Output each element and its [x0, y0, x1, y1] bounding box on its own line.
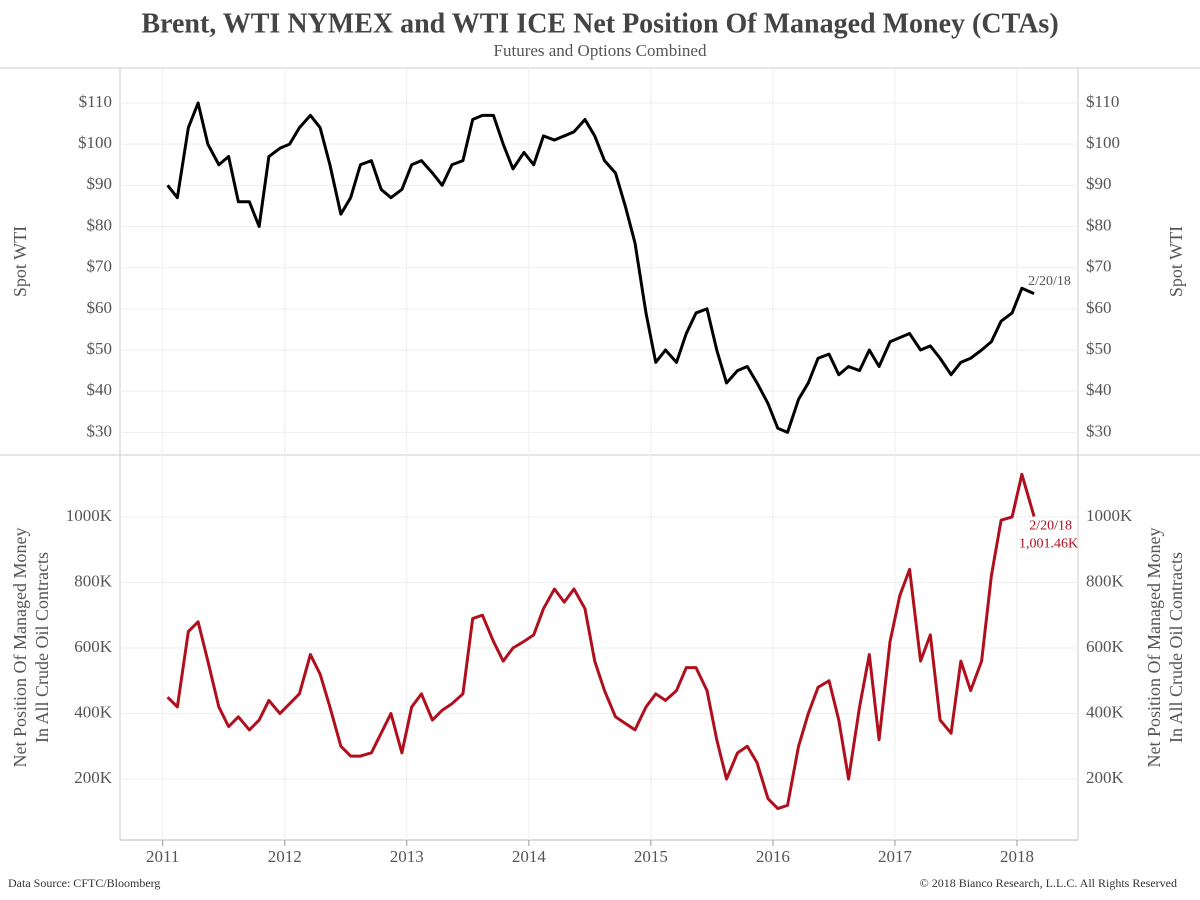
y2-tick-label: $40: [1086, 380, 1112, 399]
y-tick-label: $80: [87, 215, 113, 234]
y-tick-label: $50: [87, 339, 113, 358]
y-tick-label: 600K: [74, 637, 113, 656]
y2-tick-label: $30: [1086, 421, 1112, 440]
y2-tick-label: $50: [1086, 339, 1112, 358]
y-tick-label: 200K: [74, 768, 113, 787]
chart-title: Brent, WTI NYMEX and WTI ICE Net Positio…: [141, 8, 1058, 39]
x-tick-label: 2013: [390, 847, 424, 866]
x-tick-label: 2018: [1000, 847, 1034, 866]
y-tick-label: $90: [87, 174, 113, 193]
y-tick-label: 1000K: [66, 506, 113, 525]
footer-source: Data Source: CFTC/Bloomberg: [8, 876, 160, 890]
data-line: [166, 472, 1036, 811]
y2-axis-label: In All Crude Oil Contracts: [1166, 552, 1186, 743]
y2-tick-label: $80: [1086, 215, 1112, 234]
annotation: 2/20/18: [1028, 274, 1071, 289]
y2-tick-label: 1000K: [1086, 506, 1133, 525]
y2-tick-label: $100: [1086, 133, 1120, 152]
y-tick-label: $30: [87, 421, 113, 440]
x-tick-label: 2011: [146, 847, 179, 866]
y2-tick-label: 600K: [1086, 637, 1125, 656]
chart-subtitle: Futures and Options Combined: [494, 41, 707, 60]
footer-copyright: © 2018 Bianco Research, L.L.C. All Right…: [920, 876, 1177, 890]
y-tick-label: $60: [87, 298, 113, 317]
y2-tick-label: 400K: [1086, 702, 1125, 721]
x-tick-label: 2012: [268, 847, 302, 866]
y-tick-label: $110: [79, 92, 112, 111]
y-tick-label: 400K: [74, 702, 113, 721]
y2-tick-label: $60: [1086, 298, 1112, 317]
annotation: 2/20/18: [1029, 519, 1072, 534]
y2-axis-label: Spot WTI: [1166, 226, 1186, 297]
y-tick-label: 800K: [74, 571, 113, 590]
data-label: 1,001.46K: [1019, 537, 1078, 552]
x-tick-label: 2015: [634, 847, 668, 866]
y-tick-label: $100: [78, 133, 112, 152]
y2-axis-label: Net Position Of Managed Money: [1144, 528, 1164, 768]
y2-tick-label: $70: [1086, 257, 1112, 276]
y2-tick-label: 800K: [1086, 571, 1125, 590]
x-tick-label: 2017: [878, 847, 913, 866]
y2-tick-label: $110: [1086, 92, 1119, 111]
y2-tick-label: 200K: [1086, 768, 1125, 787]
x-tick-label: 2014: [512, 847, 547, 866]
x-tick-label: 2016: [756, 847, 790, 866]
y2-tick-label: $90: [1086, 174, 1112, 193]
y-axis-label: Net Position Of Managed Money: [10, 528, 30, 768]
data-line: [166, 101, 1035, 434]
y-axis-label: In All Crude Oil Contracts: [32, 552, 52, 743]
y-axis-label: Spot WTI: [10, 226, 30, 297]
y-tick-label: $70: [87, 257, 113, 276]
y-tick-label: $40: [87, 380, 113, 399]
